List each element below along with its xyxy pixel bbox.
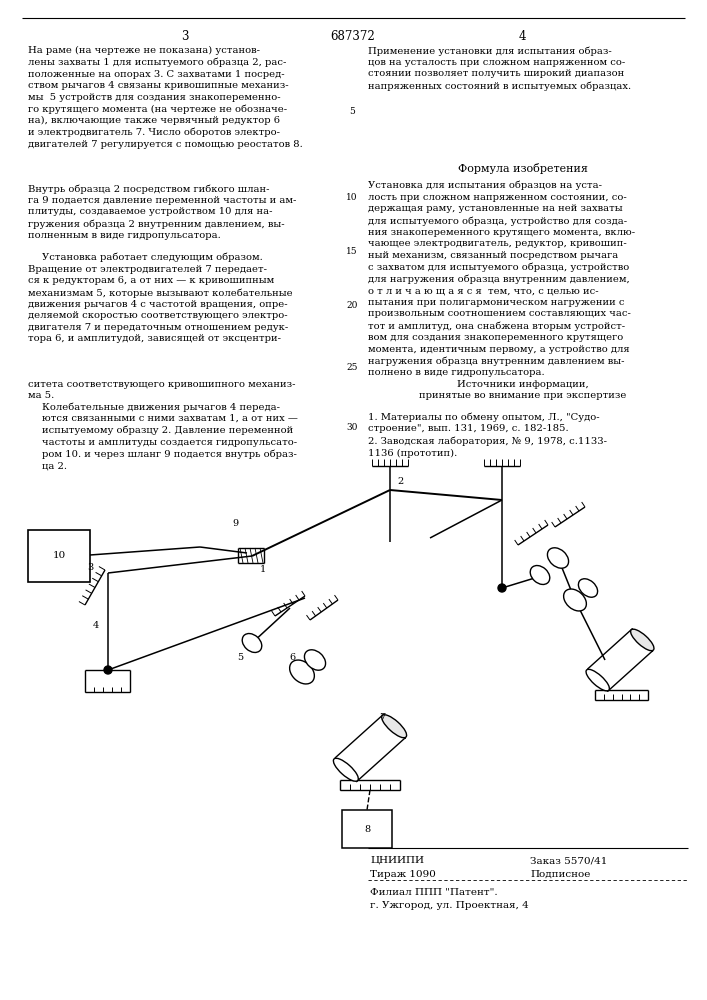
Ellipse shape — [243, 634, 262, 652]
Text: 5: 5 — [349, 106, 355, 115]
Text: Установка работает следующим образом.: Установка работает следующим образом. — [42, 252, 263, 261]
Text: 2. Заводская лаборатория, № 9, 1978, с.1133-
1136 (прототип).: 2. Заводская лаборатория, № 9, 1978, с.1… — [368, 437, 607, 458]
Text: 10: 10 — [52, 552, 66, 560]
Text: 687372: 687372 — [331, 30, 375, 43]
Text: 20: 20 — [346, 300, 358, 310]
Text: На раме (на чертеже не показана) установ-
лены захваты 1 для испытуемого образца: На раме (на чертеже не показана) установ… — [28, 46, 303, 149]
Text: Колебательные движения рычагов 4 переда-
ются связанными с ними захватам 1, а от: Колебательные движения рычагов 4 переда-… — [42, 402, 298, 470]
Text: Подписное: Подписное — [530, 870, 590, 879]
Text: 10: 10 — [346, 192, 358, 202]
Ellipse shape — [382, 715, 407, 738]
Text: Вращение от электродвигателей 7 передает-
ся к редукторам 6, а от них — к кривош: Вращение от электродвигателей 7 передает… — [28, 265, 293, 343]
Text: 1. Материалы по обмену опытом, Л., "Судо-
строение", вып. 131, 1969, с. 182-185.: 1. Материалы по обмену опытом, Л., "Судо… — [368, 412, 600, 433]
Ellipse shape — [305, 650, 326, 670]
Ellipse shape — [563, 589, 586, 611]
Ellipse shape — [631, 629, 654, 651]
Text: 5: 5 — [237, 652, 243, 662]
Ellipse shape — [290, 660, 315, 684]
Text: Тираж 1090: Тираж 1090 — [370, 870, 436, 879]
Text: 2: 2 — [397, 478, 403, 487]
Text: 8: 8 — [364, 824, 370, 834]
Text: 9: 9 — [232, 518, 238, 528]
Text: Филиал ППП "Патент".: Филиал ППП "Патент". — [370, 888, 498, 897]
Text: 7: 7 — [379, 714, 385, 722]
Ellipse shape — [334, 758, 358, 781]
Text: Установка для испытания образцов на уста-
лость при сложном напряженном состояни: Установка для испытания образцов на уста… — [368, 181, 635, 377]
Text: ЦНИИПИ: ЦНИИПИ — [370, 856, 424, 865]
Ellipse shape — [547, 548, 568, 568]
Text: 3: 3 — [87, 564, 93, 572]
Text: Формула изобретения: Формула изобретения — [458, 163, 588, 174]
Text: Применение установки для испытания образ-
цов на усталость при сложном напряженн: Применение установки для испытания образ… — [368, 46, 631, 91]
Text: 4: 4 — [518, 30, 526, 43]
Circle shape — [104, 666, 112, 674]
Text: 3: 3 — [181, 30, 189, 43]
Ellipse shape — [586, 669, 609, 691]
Text: 15: 15 — [346, 247, 358, 256]
Text: г. Ужгород, ул. Проектная, 4: г. Ужгород, ул. Проектная, 4 — [370, 901, 529, 910]
Text: 25: 25 — [346, 362, 358, 371]
Text: Заказ 5570/41: Заказ 5570/41 — [530, 856, 607, 865]
Bar — [28, 530, 90, 582]
Text: Внутрь образца 2 посредством гибкого шлан-
га 9 подается давление переменной час: Внутрь образца 2 посредством гибкого шла… — [28, 184, 296, 240]
Text: Источники информации,
принятые во внимание при экспертизе: Источники информации, принятые во вниман… — [419, 380, 626, 400]
Text: ситета соответствующего кривошипного механиз-
ма 5.: ситета соответствующего кривошипного мех… — [28, 380, 296, 400]
Text: 30: 30 — [346, 424, 358, 432]
Text: 1: 1 — [260, 566, 266, 574]
Text: 6: 6 — [289, 652, 295, 662]
Bar — [342, 810, 392, 848]
Circle shape — [498, 584, 506, 592]
Ellipse shape — [530, 566, 550, 584]
Text: 4: 4 — [93, 620, 99, 630]
Ellipse shape — [578, 579, 597, 597]
